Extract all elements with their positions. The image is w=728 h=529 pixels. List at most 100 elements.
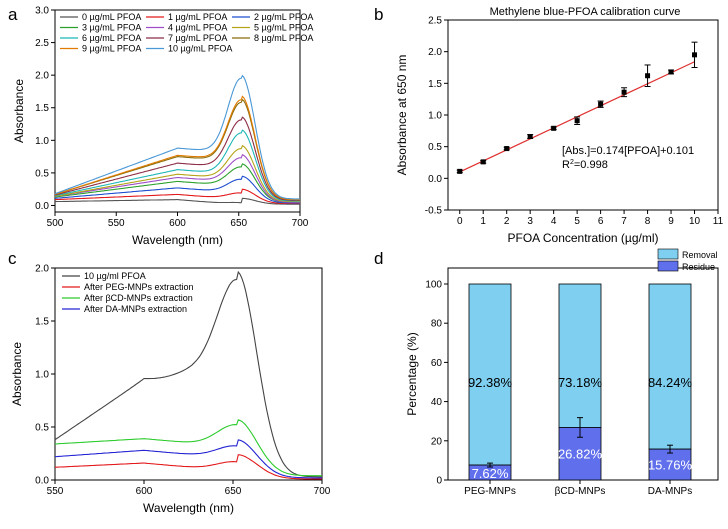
data-point xyxy=(645,73,651,79)
x-tick-label: DA-MNPs xyxy=(648,486,692,497)
series-line-5 xyxy=(54,145,300,203)
y-tick-label: 1.0 xyxy=(35,136,49,147)
series-line-6 xyxy=(54,129,300,202)
x-tick-label: 3 xyxy=(527,216,533,227)
legend-label-1: After PEG-MNPs extraction xyxy=(84,282,194,292)
series-line-1 xyxy=(55,188,300,205)
y-tick-label: 80 xyxy=(431,319,443,330)
r-squared: R2=0.998 xyxy=(562,159,608,171)
x-tick-label: 2 xyxy=(504,216,510,227)
y-tick-label: 1.5 xyxy=(428,79,442,90)
x-tick-label: 1 xyxy=(480,216,486,227)
removal-label-1: 73.18% xyxy=(558,375,603,390)
panel-a-chart: 500 550 600 650 700 0.0 0.5 1.0 1.5 2.0 2.5 3.0 Wave… xyxy=(12,6,313,248)
legend-label-6: 6 µg/mL PFOA xyxy=(82,33,141,43)
legend-label-1: 1 µg/mL PFOA xyxy=(168,12,227,22)
series-line-0 xyxy=(54,270,322,478)
x-tick-label: βCD-MNPs xyxy=(555,486,606,497)
removal-label-0: 92.38% xyxy=(468,375,513,390)
y-tick-label: 0.0 xyxy=(35,476,49,487)
legend-label-removal: Removal xyxy=(682,250,718,260)
series-line-2 xyxy=(54,419,323,477)
y-tick-label: 2.0 xyxy=(428,47,442,58)
series-line-4 xyxy=(54,154,300,203)
y-tick-label: 2.5 xyxy=(35,38,49,49)
y-tick-label: 0.5 xyxy=(428,142,442,153)
y-tick-label: 0.0 xyxy=(35,201,49,212)
y-tick-label: 0 xyxy=(436,476,442,487)
y-tick-label: 100 xyxy=(425,280,442,291)
y-tick-label: 2.0 xyxy=(35,264,49,275)
x-tick-label: 9 xyxy=(668,216,674,227)
x-tick-label: 500 xyxy=(47,218,64,229)
y-axis-label: Absorbance at 650 nm xyxy=(395,55,409,176)
series-line-9 xyxy=(54,95,300,201)
x-tick-label: 700 xyxy=(314,486,331,497)
fit-equation: [Abs.]=0.174[PFOA]+0.101 xyxy=(562,145,694,157)
y-tick-label: 3.0 xyxy=(35,6,49,17)
legend-swatch-residue xyxy=(657,260,679,272)
data-point xyxy=(621,89,627,95)
legend-label-0: 0 µg/mL PFOA xyxy=(82,12,141,22)
series-line-7 xyxy=(54,116,300,201)
x-tick-label: 10 xyxy=(689,216,701,227)
x-tick-label: 550 xyxy=(108,218,125,229)
panel-d-chart: 0 20 40 60 80 100 Percentage (%) PEG-MNPs 92.38%… xyxy=(405,248,719,497)
x-tick-label: 650 xyxy=(230,218,247,229)
x-tick-label: 5 xyxy=(574,216,580,227)
series-line-3 xyxy=(54,439,322,479)
x-axis-label: Wavelength (nm) xyxy=(143,501,234,515)
legend-label-5: 5 µg/mL PFOA xyxy=(254,23,313,33)
panel-c-letter: c xyxy=(8,249,17,268)
data-point xyxy=(527,134,533,140)
data-point xyxy=(668,69,674,75)
series-line-0 xyxy=(55,197,300,205)
x-tick-label: 4 xyxy=(551,216,557,227)
residue-label-1: 26.82% xyxy=(558,447,603,462)
x-axis-label: PFOA Concentration (µg/ml) xyxy=(508,231,659,245)
legend-label-3: 3 µg/mL PFOA xyxy=(82,23,141,33)
data-point xyxy=(504,146,510,152)
legend-label-7: 7 µg/mL PFOA xyxy=(168,33,227,43)
y-tick-label: 60 xyxy=(431,358,443,369)
residue-label-2: 15.76% xyxy=(648,458,693,473)
series-line-10 xyxy=(54,74,301,200)
legend-label-2: After βCD-MNPs extraction xyxy=(84,293,193,303)
data-point xyxy=(574,118,580,124)
residue-label-0: 7.62% xyxy=(472,466,509,481)
panel-d-letter: d xyxy=(374,249,383,268)
series-line-2 xyxy=(54,175,300,204)
legend-label-3: After DA-MNPs extraction xyxy=(84,304,187,314)
bar-removal-1 xyxy=(558,283,602,428)
y-tick-label: 40 xyxy=(431,397,443,408)
x-tick-label: 600 xyxy=(136,486,153,497)
legend-swatch-removal xyxy=(657,248,679,260)
x-tick-label: 8 xyxy=(645,216,651,227)
y-tick-label: 0.0 xyxy=(428,174,442,185)
y-tick-label: 1.0 xyxy=(428,111,442,122)
legend-label-10: 10 µg/mL PFOA xyxy=(168,44,232,54)
legend-label-2: 2 µg/mL PFOA xyxy=(254,12,313,22)
y-tick-label: 0.5 xyxy=(35,168,49,179)
y-tick-label: 0.5 xyxy=(35,423,49,434)
data-point xyxy=(457,168,463,174)
y-tick-label: -0.5 xyxy=(425,206,443,217)
y-axis-label: Absorbance xyxy=(10,342,24,406)
legend-label-4: 4 µg/mL PFOA xyxy=(168,23,227,33)
plot-frame xyxy=(447,19,719,211)
panel-b-chart: 0 1 2 3 4 5 6 7 8 9 10 11 -0.5 0.0 0.5 1.0 1.5 2.0 2.5 PFOA… xyxy=(395,6,724,245)
x-tick-label: 11 xyxy=(713,216,724,227)
x-tick-label: PEG-MNPs xyxy=(464,486,516,497)
bar-residue-2 xyxy=(648,448,692,481)
bar-removal-2 xyxy=(648,283,692,450)
legend-label-8: 8 µg/mL PFOA xyxy=(254,33,313,43)
y-axis-label: Absorbance xyxy=(12,79,26,143)
y-tick-label: 2.0 xyxy=(35,71,49,82)
x-tick-label: 600 xyxy=(169,218,186,229)
panel-a-letter: a xyxy=(8,5,18,24)
removal-label-2: 84.24% xyxy=(648,375,693,390)
y-tick-label: 2.5 xyxy=(428,16,442,27)
series-line-3 xyxy=(54,163,300,203)
